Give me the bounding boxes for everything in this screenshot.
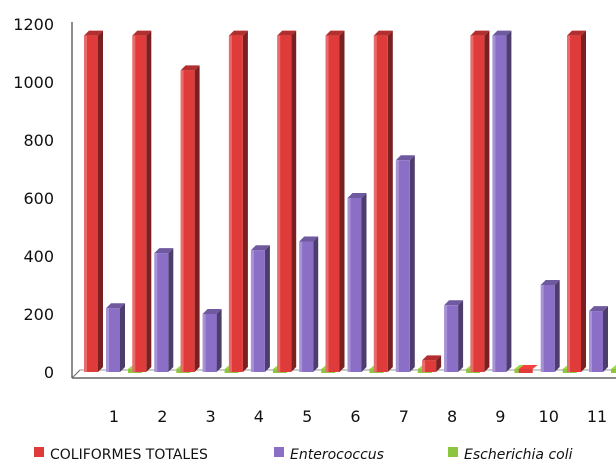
x-tick-label: 11: [587, 407, 607, 426]
x-tick-label: 4: [254, 407, 264, 426]
y-tick-label: 400: [23, 247, 54, 266]
legend-label: Enterococcus: [290, 447, 384, 463]
x-tick-label: 6: [350, 407, 360, 426]
bar: [299, 236, 319, 372]
x-tick-label: 8: [447, 407, 457, 426]
legend-swatch: [448, 447, 458, 457]
x-axis-floor-corner: [71, 369, 81, 379]
bar: [250, 245, 270, 372]
x-tick-label: 7: [399, 407, 409, 426]
y-tick-label: 1200: [13, 15, 54, 34]
bar: [518, 365, 538, 373]
legend-item: Escherichia coli: [448, 447, 573, 463]
bar: [422, 355, 442, 372]
bar: [202, 309, 222, 372]
legend-swatch: [34, 447, 44, 457]
bar: [132, 30, 152, 372]
bars: [84, 30, 616, 373]
y-tick-label: 0: [44, 363, 54, 382]
bar: [492, 30, 512, 372]
bar: [84, 30, 103, 372]
bar: [611, 365, 616, 373]
bar: [154, 248, 174, 372]
bar: [567, 30, 586, 372]
y-tick-label: 1000: [13, 73, 54, 92]
legend-item: Enterococcus: [274, 447, 384, 463]
bar: [325, 30, 345, 372]
bar: [395, 155, 415, 372]
legend-swatch: [274, 447, 284, 457]
y-tick-label: 800: [23, 131, 54, 150]
y-tick-label: 600: [23, 189, 54, 208]
bar: [373, 30, 393, 372]
legend-label: COLIFORMES TOTALES: [50, 447, 208, 463]
y-axis-ticks: 0 200 400 600 800 1000 1200: [13, 15, 54, 382]
x-tick-label: 1: [109, 407, 119, 426]
x-tick-label: 5: [302, 407, 312, 426]
bar: [106, 303, 125, 372]
bar: [540, 280, 560, 372]
bar: [589, 306, 608, 372]
x-tick-label: 2: [157, 407, 167, 426]
bar: [444, 300, 464, 372]
y-tick-label: 200: [23, 305, 54, 324]
bar: [277, 30, 297, 372]
bar: [180, 65, 200, 373]
bar: [470, 30, 490, 372]
bar: [347, 193, 367, 372]
legend-label: Escherichia coli: [464, 447, 573, 463]
x-tick-label: 9: [495, 407, 505, 426]
legend-item: COLIFORMES TOTALES: [34, 447, 208, 463]
x-axis-ticks: 1 2 3 4 5 6 7 8 9 10 11: [109, 407, 607, 426]
x-tick-label: 3: [206, 407, 216, 426]
bar: [228, 30, 248, 372]
x-tick-label: 10: [539, 407, 559, 426]
legend: COLIFORMES TOTALES Enterococcus Escherichi…: [34, 447, 573, 463]
